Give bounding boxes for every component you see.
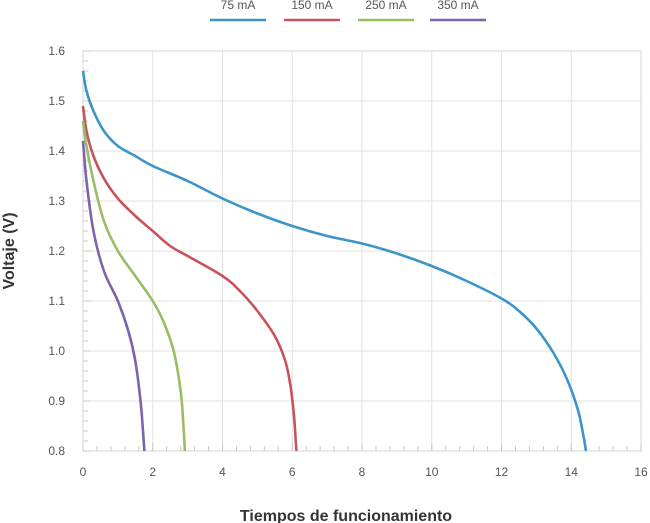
y-tick-label: 1.2 [48,244,65,258]
series-line-75-ma [81,70,588,452]
series-lines [81,70,588,452]
x-tick-label: 16 [634,465,648,479]
series-line-250-ma [81,120,187,452]
y-tick-label: 1.6 [48,44,65,58]
x-axis-title: Tiempos de funcionamiento [240,508,452,523]
x-tick-label: 10 [425,465,439,479]
legend-label: 350 mA [437,0,478,12]
y-tick-label: 0.8 [48,444,65,458]
series-line-350-ma [81,140,146,452]
x-tick-label: 4 [219,465,226,479]
y-tick-label: 1.3 [48,194,65,208]
legend-label: 250 mA [365,0,406,12]
x-tick-label: 0 [80,465,87,479]
x-tick-label: 2 [149,465,156,479]
x-tick-label: 12 [495,465,509,479]
legend-label: 75 mA [221,0,256,12]
grid [82,50,642,452]
x-tick-label: 6 [289,465,296,479]
y-axis-title: Voltaje (V) [1,212,18,289]
legend: 75 mA 150 mA 250 mA 350 mA [210,0,486,22]
legend-label: 150 mA [291,0,332,12]
y-tick-label: 1.4 [48,144,65,158]
x-tick-label: 14 [565,465,579,479]
tick-labels: 0 2 4 6 8 10 12 14 16 0.8 0.9 1.0 1.1 1.2 1.3 1.4 1.5 1.6 [48,44,648,479]
y-tick-label: 1.1 [48,294,65,308]
y-tick-label: 0.9 [48,394,65,408]
y-tick-label: 1.5 [48,94,65,108]
series-line-150-ma [81,105,298,452]
x-tick-label: 8 [359,465,366,479]
y-tick-label: 1.0 [48,344,65,358]
